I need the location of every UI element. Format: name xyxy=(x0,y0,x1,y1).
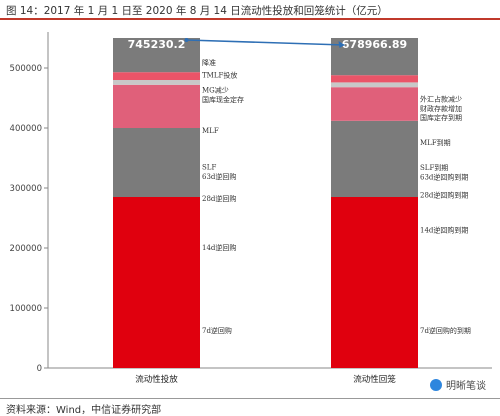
annotation-outflow: SLF到期 xyxy=(420,164,448,172)
annotation-outflow: 63d逆回购到期 xyxy=(420,173,468,182)
annotation-inflow: 28d逆回购 xyxy=(202,194,236,203)
bar-segment xyxy=(331,75,418,83)
watermark-text: 明晰笔谈 xyxy=(446,381,486,392)
annotation-inflow: MLF xyxy=(202,127,219,135)
y-tick-label: 200000 xyxy=(10,244,42,254)
annotation-outflow: 财政存款增加 xyxy=(420,104,462,113)
connector-arrow xyxy=(186,39,345,46)
annotation-inflow: 63d逆回购 xyxy=(202,172,236,181)
y-tick-label: 300000 xyxy=(10,184,42,194)
y-axis: 0 100000 200000 300000 400000 500000 xyxy=(10,32,492,374)
bar-segment xyxy=(331,82,418,88)
y-tick-label: 100000 xyxy=(10,304,42,314)
annotation-inflow: MG减少 xyxy=(202,86,229,95)
annotation-inflow: SLF xyxy=(202,163,216,171)
bar-segment xyxy=(331,120,418,197)
bar-segment xyxy=(113,128,200,197)
bar-segment xyxy=(113,80,200,85)
figure-title-bar: 图 14：2017 年 1 月 1 日至 2020 年 8 月 14 日流动性投… xyxy=(0,0,500,20)
y-tick-label: 0 xyxy=(37,364,42,374)
source-bar: 资料来源：Wind，中信证券研究部 xyxy=(0,398,500,416)
annotation-inflow: 降准 xyxy=(202,58,216,67)
bar-segment xyxy=(113,84,200,128)
source-note: 资料来源：Wind，中信证券研究部 xyxy=(6,405,162,416)
annotation-outflow: 7d逆回购的到期 xyxy=(420,326,471,335)
watermark: 明晰笔谈 xyxy=(430,377,486,392)
figure-title: 图 14：2017 年 1 月 1 日至 2020 年 8 月 14 日流动性投… xyxy=(6,5,388,17)
bar-total-label: 745230.2 xyxy=(128,38,186,51)
bar-segment xyxy=(331,87,418,121)
annotation-inflow: 国库现金定存 xyxy=(202,95,244,104)
y-tick-label: 500000 xyxy=(10,64,42,74)
x-category-label: 流动性投放 xyxy=(135,374,178,385)
bar-segment xyxy=(113,197,200,368)
y-tick-label: 400000 xyxy=(10,124,42,134)
annotation-inflow: 14d逆回购 xyxy=(202,243,236,252)
wechat-logo-icon xyxy=(430,378,442,391)
arrow-head-icon xyxy=(338,41,345,48)
bar-segment xyxy=(331,197,418,368)
annotation-outflow: MLF到期 xyxy=(420,139,451,147)
bar-layer xyxy=(113,38,418,368)
x-category-label: 流动性回笼 xyxy=(353,374,396,385)
annotation-outflow: 外汇占款减少 xyxy=(420,95,462,104)
annotation-inflow: 7d逆回购 xyxy=(202,326,232,335)
bar-segment xyxy=(113,72,200,80)
bar-segment xyxy=(331,38,418,76)
annotation-outflow: 国库定存到期 xyxy=(420,113,462,122)
arrow-start-dot xyxy=(184,38,189,42)
bar-segment xyxy=(113,38,200,73)
bar-total-label: 678966.89 xyxy=(342,38,407,51)
annotation-outflow: 14d逆回购到期 xyxy=(420,225,468,234)
annotation-inflow: TMLF投放 xyxy=(202,71,237,80)
annotation-outflow: 28d逆回购到期 xyxy=(420,191,468,200)
